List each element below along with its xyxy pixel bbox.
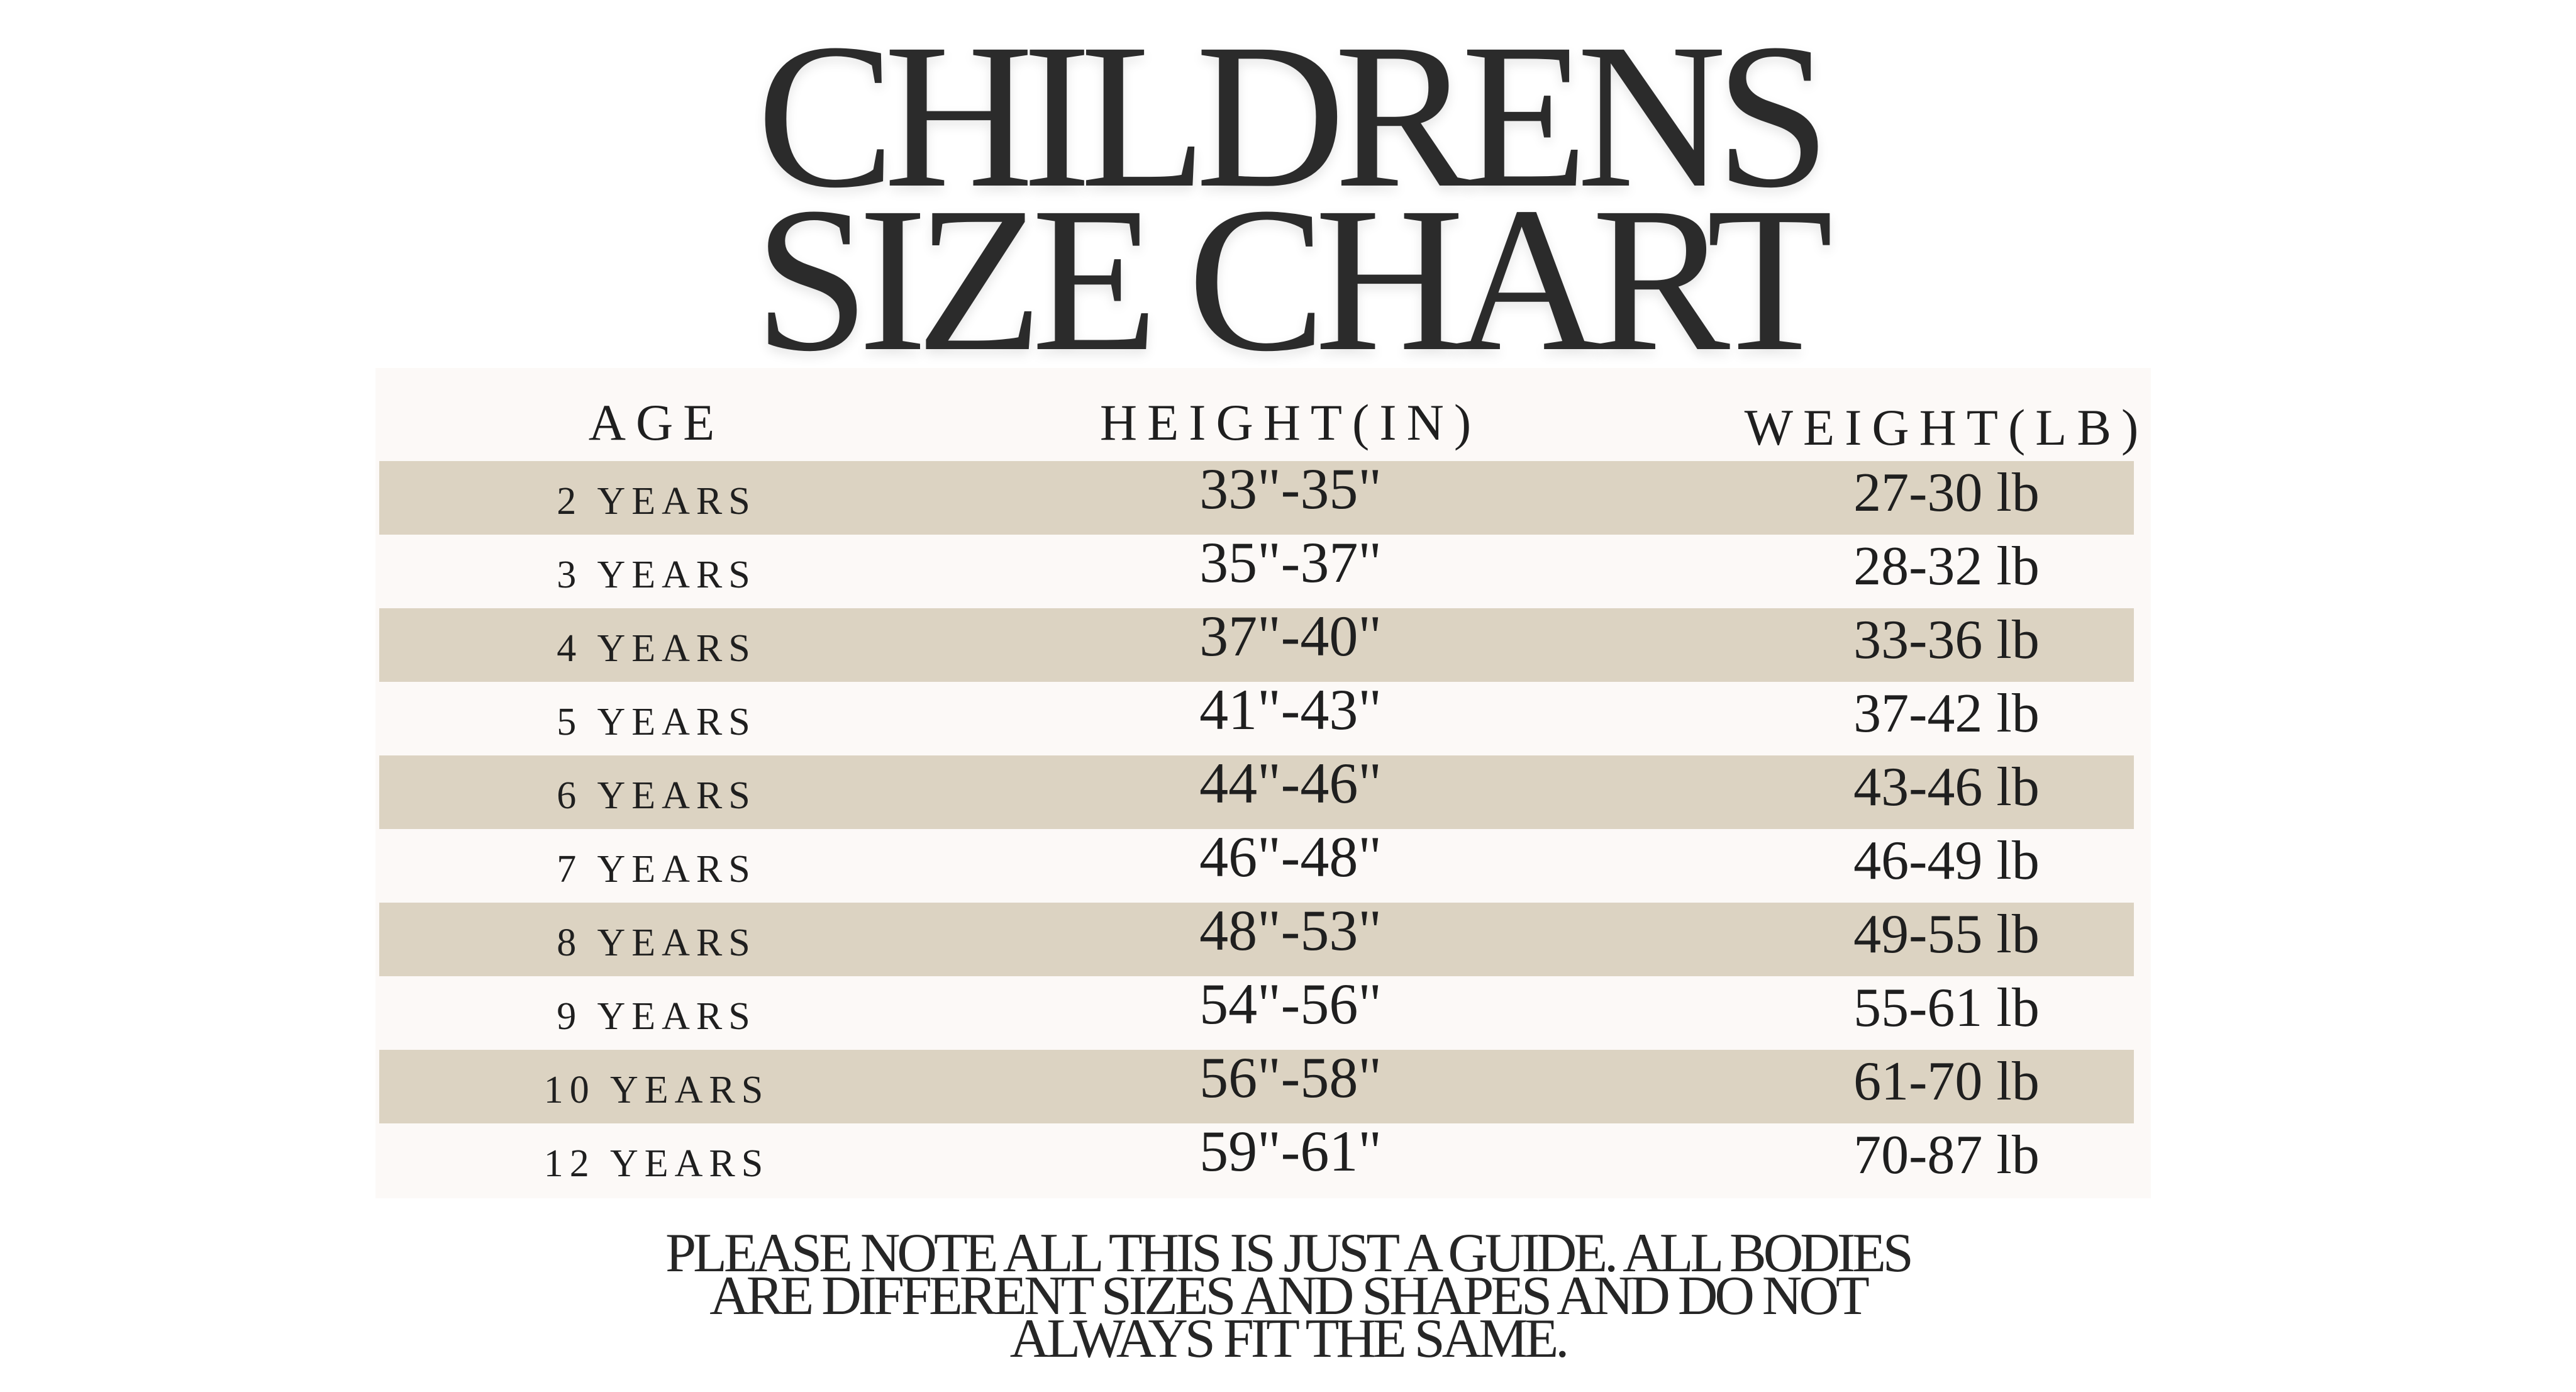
height-cell: 35"-37" bbox=[1199, 530, 1382, 594]
weight-cell: 28-32 lb bbox=[1853, 536, 2040, 597]
weight-cell: 46-49 lb bbox=[1853, 830, 2040, 891]
table-row: 10 YEARS 56"-58" 61-70 lb bbox=[379, 1045, 2134, 1123]
height-cell: 44"-46" bbox=[1199, 751, 1382, 815]
weight-cell: 37-42 lb bbox=[1853, 683, 2040, 744]
age-cell: 3 YEARS bbox=[557, 554, 757, 596]
age-column-header: AGE bbox=[588, 394, 725, 451]
weight-cell: 70-87 lb bbox=[1853, 1125, 2040, 1186]
age-cell: 6 YEARS bbox=[557, 774, 757, 817]
table-row: 2 YEARS 33"-35" 27-30 lb bbox=[379, 457, 2134, 535]
age-cell: 5 YEARS bbox=[557, 701, 757, 743]
table-row: 5 YEARS 41"-43" 37-42 lb bbox=[379, 677, 2134, 755]
disclaimer-line-2: ARE DIFFERENT SIZES AND SHAPES AND DO NO… bbox=[709, 1266, 1870, 1327]
age-cell: 2 YEARS bbox=[557, 480, 757, 523]
table-row: 3 YEARS 35"-37" 28-32 lb bbox=[379, 530, 2134, 608]
age-cell: 10 YEARS bbox=[543, 1069, 770, 1111]
age-cell: 7 YEARS bbox=[557, 848, 757, 891]
table-row: 9 YEARS 54"-56" 55-61 lb bbox=[379, 972, 2134, 1050]
weight-cell: 43-46 lb bbox=[1853, 757, 2040, 818]
weight-column-header: WEIGHT(LB) bbox=[1744, 399, 2149, 456]
height-cell: 41"-43" bbox=[1199, 677, 1382, 742]
disclaimer-line-3: ALWAYS FIT THE SAME. bbox=[1009, 1308, 1569, 1369]
table-row: 4 YEARS 37"-40" 33-36 lb bbox=[379, 604, 2134, 682]
age-cell: 9 YEARS bbox=[557, 995, 757, 1038]
disclaimer-line-1: PLEASE NOTE ALL THIS IS JUST A GUIDE. AL… bbox=[665, 1223, 1914, 1284]
table-row: 7 YEARS 46"-48" 46-49 lb bbox=[379, 825, 2134, 903]
table-row: 12 YEARS 59"-61" 70-87 lb bbox=[379, 1119, 2134, 1197]
height-cell: 48"-53" bbox=[1199, 898, 1382, 962]
weight-cell: 33-36 lb bbox=[1853, 610, 2040, 671]
table-row: 6 YEARS 44"-46" 43-46 lb bbox=[379, 751, 2134, 829]
weight-cell: 49-55 lb bbox=[1853, 904, 2040, 965]
height-cell: 54"-56" bbox=[1199, 972, 1382, 1036]
age-cell: 12 YEARS bbox=[543, 1142, 770, 1185]
size-chart-table: AGE HEIGHT(IN) WEIGHT(LB) 2 YEARS 33"-35"… bbox=[375, 368, 2151, 1198]
page-title-line-1: CHILDRENS bbox=[757, 1, 1831, 231]
page-title-line-2: SIZE CHART bbox=[754, 165, 1833, 394]
height-cell: 46"-48" bbox=[1199, 825, 1382, 889]
height-column-header: HEIGHT(IN) bbox=[1099, 394, 1482, 451]
table-row: 8 YEARS 48"-53" 49-55 lb bbox=[379, 898, 2134, 976]
age-cell: 4 YEARS bbox=[557, 627, 757, 670]
height-cell: 56"-58" bbox=[1199, 1045, 1382, 1110]
age-cell: 8 YEARS bbox=[557, 922, 757, 964]
table-header-row: AGE HEIGHT(IN) WEIGHT(LB) bbox=[375, 368, 2151, 459]
height-cell: 59"-61" bbox=[1199, 1119, 1382, 1183]
height-cell: 33"-35" bbox=[1199, 457, 1382, 521]
weight-cell: 27-30 lb bbox=[1853, 462, 2040, 523]
weight-cell: 55-61 lb bbox=[1853, 977, 2040, 1038]
weight-cell: 61-70 lb bbox=[1853, 1051, 2040, 1112]
height-cell: 37"-40" bbox=[1199, 604, 1382, 668]
